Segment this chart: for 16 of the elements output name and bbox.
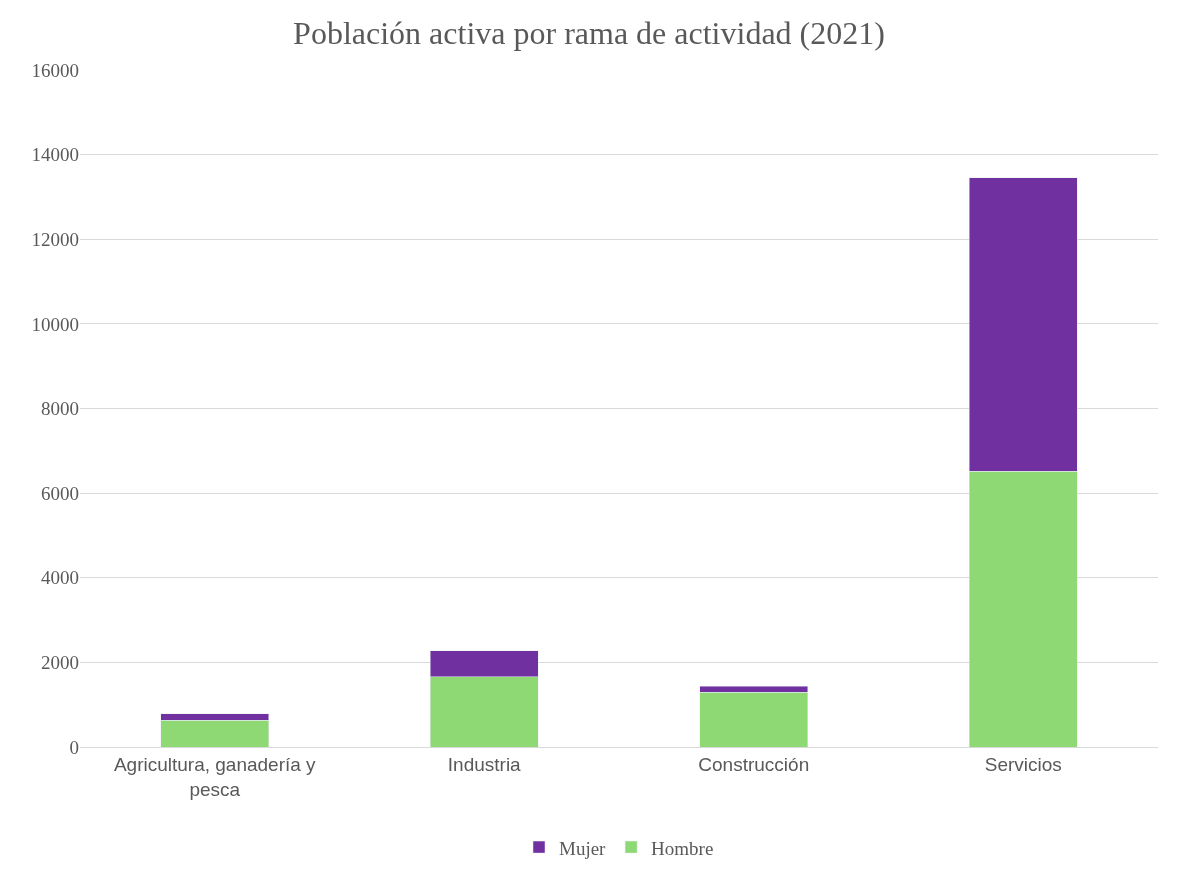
x-tick-label: Servicios: [984, 753, 1062, 775]
y-tick-label: 4000: [41, 567, 79, 589]
chart-title: Población activa por rama de actividad (2021): [293, 15, 885, 52]
y-tick-label: 6000: [41, 482, 79, 504]
y-tick-label: 16000: [31, 59, 79, 81]
y-tick-label: 14000: [31, 144, 79, 166]
y-tick-label: 0: [69, 736, 79, 758]
y-tick-label: 8000: [41, 398, 79, 420]
x-tick-label: Construcción: [698, 753, 810, 775]
legend-label: Mujer: [559, 837, 607, 859]
x-tick-label: Agricultura, ganadería y pesca: [113, 753, 317, 800]
y-tick-label: 2000: [41, 652, 79, 674]
x-tick-label: Industria: [447, 753, 522, 775]
legend-label: Hombre: [651, 837, 714, 859]
y-tick-label: 12000: [31, 228, 79, 250]
y-tick-label: 10000: [31, 313, 79, 335]
